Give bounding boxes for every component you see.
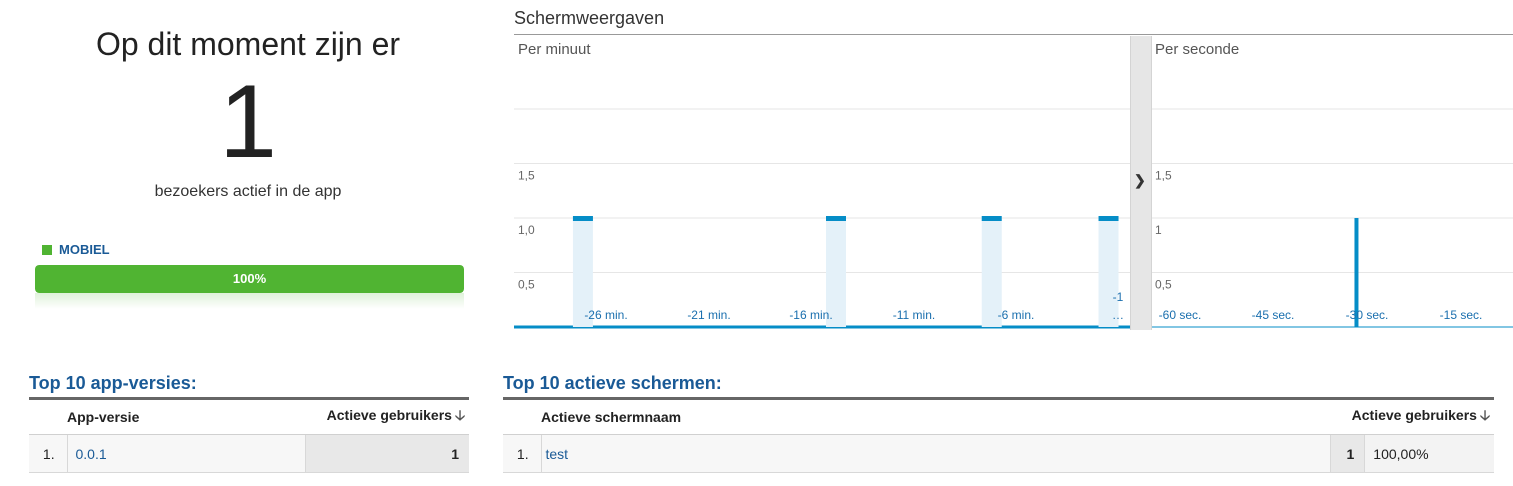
per-second-chart: 0,5 1 1,5 -60 sec. -45 sec. -30 sec. -15 sec. [1151,108,1513,328]
chart-divider-handle[interactable] [1130,36,1152,330]
app-versions-title: Top 10 app-versies: [29,373,197,393]
row-active-users: 1 [1329,434,1365,473]
row-rank: 1. [42,445,55,462]
screen-name-link[interactable]: test [545,445,569,462]
per-second-label: Per seconde [1155,41,1240,58]
chart-top-rule [514,34,1513,35]
bar-shade [572,218,593,327]
active-users-header[interactable]: Actieve gebruikers 🡣 [305,398,469,435]
row-rank: 1. [516,445,529,462]
y-tick-label: 1,0 [518,223,535,237]
chevron-right-icon[interactable]: ❯ [1134,172,1146,188]
arrow-down-icon: 🡣 [1479,407,1490,423]
segment-legend: MOBIEL [42,242,110,257]
row-active-users: 1 [304,434,469,473]
segment-bar-reflection [35,293,464,309]
per-minute-label: Per minuut [518,41,591,58]
bar-shade [1098,218,1119,327]
segment-bar-fill [35,265,464,293]
x-tick-label: -11 min. [893,308,935,322]
y-tick-label: 0,5 [518,278,535,292]
active-screens-title: Top 10 actieve schermen: [503,373,722,393]
x-tick-label: … [1112,308,1124,322]
active-screens-table: Actieve schermnaam Actieve gebruikers 🡣 1… [503,397,1494,473]
bar[interactable] [1098,216,1119,221]
bar-shade [981,218,1002,327]
app-version-header[interactable]: App-versie [67,398,305,435]
bar-shade [826,218,846,327]
bar[interactable] [981,216,1002,221]
row-active-users-percent: 100,00% [1364,434,1494,473]
x-tick-label: -21 min. [687,308,730,322]
screen-name-header[interactable]: Actieve schermnaam [541,398,1330,435]
x-tick-label: -45 sec. [1252,308,1295,322]
x-tick-label: -6 min. [998,308,1035,322]
app-versions-table: App-versie Actieve gebruikers 🡣 1. 0.0.1 … [29,397,469,473]
row-screen-name[interactable]: test [540,434,1330,473]
x-tick-label: -1 [1113,290,1124,304]
legend-label: MOBIEL [59,242,110,257]
app-version-link[interactable]: 0.0.1 [75,445,107,462]
legend-swatch [42,244,52,255]
y-tick-label: 1,5 [1155,169,1172,183]
active-users-header[interactable]: Actieve gebruikers 🡣 [1330,398,1494,435]
rank-header [503,398,541,435]
row-app-version[interactable]: 0.0.1 [66,434,305,473]
active-users-subtext: bezoekers actief in de app [154,183,342,200]
x-tick-label: -60 sec. [1159,308,1202,322]
rank-header [29,398,67,435]
chart-title: Schermweergaven [514,8,665,28]
x-tick-label: -30 sec. [1346,308,1389,322]
x-tick-label: -26 min. [584,308,627,322]
x-tick-label: -15 sec. [1440,308,1483,322]
y-tick-label: 0,5 [1155,278,1172,292]
active-users-count: 1 [219,64,277,180]
bar[interactable] [1354,218,1359,327]
y-tick-label: 1 [1155,223,1162,237]
segment-bar-percent: 100% [232,271,267,286]
bar[interactable] [572,216,593,221]
segment-bar: 100% [35,265,464,293]
arrow-down-icon: 🡣 [454,407,465,423]
active-users-headline: Op dit moment zijn er [95,26,401,62]
per-minute-chart: 0,5 1,0 1,5 -26 min. -21 min. -16 min. -11 min… [514,108,1130,329]
x-tick-label: -16 min. [789,308,832,322]
bar[interactable] [826,216,846,221]
table-row: 1. test 1 100,00% [503,434,1494,473]
table-row: 1. 0.0.1 1 [29,434,469,473]
y-tick-label: 1,5 [518,169,535,183]
